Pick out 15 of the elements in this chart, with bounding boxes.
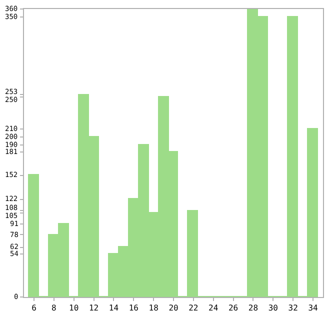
x-tick-label: 28 bbox=[248, 304, 258, 313]
x-tick-label: 34 bbox=[308, 304, 318, 313]
x-tick-label: 32 bbox=[288, 304, 298, 313]
x-tick-label: 8 bbox=[51, 304, 56, 313]
x-tick-label: 30 bbox=[268, 304, 278, 313]
x-tick-label: 12 bbox=[88, 304, 99, 313]
x-tick-label: 6 bbox=[32, 304, 37, 313]
x-tick-label: 22 bbox=[188, 304, 198, 313]
x-tick-label: 14 bbox=[108, 304, 119, 313]
x-tick-label: 10 bbox=[69, 304, 79, 313]
x-tick-label: 20 bbox=[168, 304, 178, 313]
x-tick-label: 16 bbox=[128, 304, 139, 313]
x-tick-label: 26 bbox=[228, 304, 238, 313]
x-tick-label: 18 bbox=[148, 304, 159, 313]
x-tick-label: 24 bbox=[208, 304, 218, 313]
